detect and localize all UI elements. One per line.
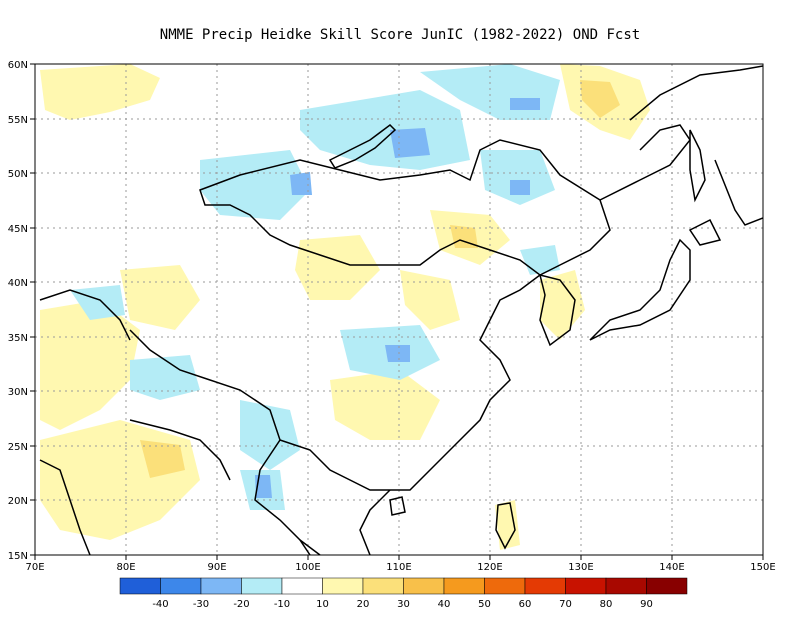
colorbar-box (322, 577, 364, 595)
colorbar-box (200, 577, 242, 595)
patch-china-west (120, 265, 200, 330)
patch-tibet-west (130, 355, 200, 400)
lat-label: 60N (8, 60, 28, 71)
colorbar-label: -40 (152, 599, 168, 610)
map-title: NMME Precip Heidke Skill Score JunIC (19… (159, 27, 641, 43)
lon-label: 110E (386, 562, 411, 573)
patch-manchuria-core (510, 180, 530, 195)
colorbar-box (160, 577, 202, 595)
patch-korea-north (520, 245, 560, 275)
colorbar-label: 90 (640, 599, 653, 610)
lon-label: 140E (659, 562, 684, 573)
patch-india-west (40, 300, 140, 430)
lat-label: 30N (8, 387, 28, 398)
patch-altai (200, 150, 310, 220)
lat-label: 15N (8, 551, 28, 562)
lat-label: 45N (8, 224, 28, 235)
colorbar-box (565, 577, 607, 595)
colorbar-label: 50 (478, 599, 491, 610)
colorbar-box (443, 577, 485, 595)
lon-label: 130E (568, 562, 593, 573)
patch-myanmar (240, 400, 300, 470)
colorbar-label: 80 (600, 599, 613, 610)
colorbar-box (281, 577, 323, 595)
colorbar-label: 20 (357, 599, 370, 610)
colorbar-box (605, 577, 647, 595)
colorbar-box (403, 577, 445, 595)
patch-india-core (140, 440, 185, 478)
colorbar-box (362, 577, 404, 595)
lat-label: 50N (8, 169, 28, 180)
patch-amur (480, 150, 555, 205)
colorbar-box (524, 577, 566, 595)
graticule (35, 64, 763, 555)
colorbar (119, 577, 688, 595)
colorbar-label: 40 (438, 599, 451, 610)
colorbar-label: -20 (233, 599, 249, 610)
colorbar-label: 70 (559, 599, 572, 610)
lat-label: 55N (8, 115, 28, 126)
lon-label: 90E (207, 562, 226, 573)
colorbar-label: 60 (519, 599, 532, 610)
colorbar-labels: -40 -30 -20 -10 10 20 30 40 50 60 70 80 90 (152, 599, 653, 610)
lon-label: 120E (477, 562, 502, 573)
lon-label: 150E (750, 562, 775, 573)
coastlines (39, 65, 764, 556)
colorbar-label: 10 (316, 599, 329, 610)
patch-north-china (400, 270, 460, 330)
patch-baikal-core (390, 128, 430, 158)
lon-label: 70E (25, 562, 44, 573)
patch-mongolia (295, 235, 380, 300)
lon-labels: 70E 80E 90E 100E 110E 120E 130E 140E 150… (25, 562, 775, 573)
patch-baikal (300, 90, 470, 170)
patch-tibet-core (385, 345, 410, 362)
patch-china-central (330, 370, 440, 440)
patch-korea (540, 270, 585, 340)
lat-label: 20N (8, 496, 28, 507)
lon-label: 100E (295, 562, 320, 573)
lat-label: 25N (8, 442, 28, 453)
colorbar-label: -30 (193, 599, 209, 610)
axis-ticks (30, 63, 764, 560)
lon-label: 80E (116, 562, 135, 573)
colorbar-box (484, 577, 526, 595)
lat-labels: 60N 55N 50N 45N 40N 35N 30N 25N 20N 15N (8, 60, 28, 562)
patch-west-siberia (40, 64, 160, 120)
patch-mongolia-core (290, 172, 312, 195)
colorbar-box (241, 577, 283, 595)
colorbar-box (119, 577, 161, 595)
colorbar-box (646, 577, 688, 595)
patch-bangladesh-core (255, 475, 272, 498)
patch-northeast-core (580, 80, 620, 118)
patch-amur-core (510, 98, 540, 110)
colorbar-label: 30 (397, 599, 410, 610)
lat-label: 40N (8, 278, 28, 289)
patch-taiwan (495, 500, 520, 550)
lat-label: 35N (8, 333, 28, 344)
colorbar-label: -10 (274, 599, 290, 610)
